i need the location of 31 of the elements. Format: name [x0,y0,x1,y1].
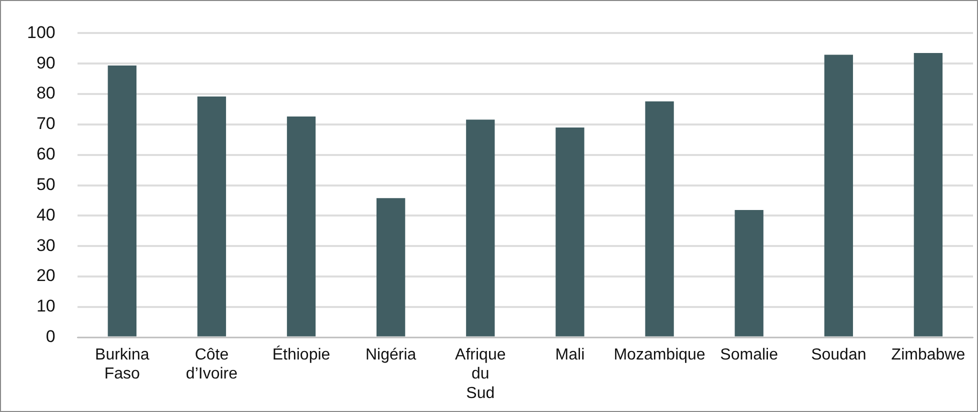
bar [108,65,136,336]
bar [914,52,943,336]
y-tick-label: 0 [46,327,56,346]
x-tick-label: Burkina Faso [95,346,150,383]
bar [376,198,406,336]
y-tick-label: 50 [36,174,56,194]
x-tick-label: Mozambique [614,346,706,364]
y-tick-label: 80 [36,84,56,103]
y-tick-label: 100 [26,22,56,42]
bar [645,101,674,336]
y-tick-label: 20 [36,266,56,286]
bar [286,116,316,336]
y-tick-label: 30 [36,236,56,255]
x-tick-label: Éthiopie [272,345,330,364]
x-tick-label: Zimbabwe [891,346,966,364]
x-tick-label: Nigéria [365,346,416,364]
x-tick-label: Côte d’Ivoire [186,346,238,383]
y-tick-label: 60 [36,144,56,164]
bar [466,120,495,336]
y-tick-label: 40 [36,205,56,224]
x-tick-label: Mali [555,346,585,364]
y-tick-label: 90 [36,53,56,72]
bar [734,210,764,336]
bar [197,96,226,336]
x-tick-label: Soudan [811,346,866,364]
bar [824,54,853,336]
y-tick-label: 10 [36,296,56,316]
bar [556,128,584,336]
x-tick-label: Somalie [720,346,778,364]
x-tick-label: Afrique du Sud [455,346,506,402]
y-tick-label: 70 [36,114,56,134]
